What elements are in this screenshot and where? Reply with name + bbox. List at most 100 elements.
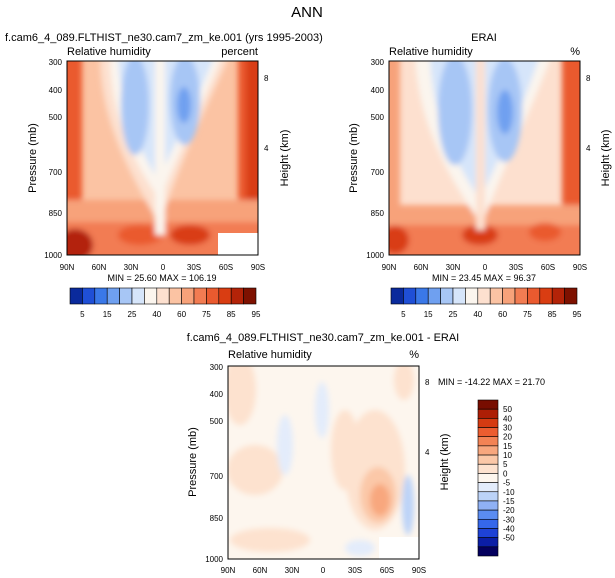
panel-diff-ylabel-right: Height (km) [439,434,451,491]
colorbar-label: 60 [498,310,507,319]
panel-obs-ylabel-right: Height (km) [600,130,612,187]
x-tick-label: 60S [380,566,394,575]
colorbar-swatch [477,399,499,410]
colorbar-label: -40 [503,524,515,533]
y-tick-label: 850 [49,209,63,218]
colorbar-swatch [477,537,499,548]
x-tick-label: 30S [348,566,362,575]
panel-model-variable: Relative humidity [67,46,151,58]
colorbar-label: 95 [252,310,261,319]
panel-obs-stats: MIN = 23.45 MAX = 96.37 [432,273,536,283]
panel-diff-title: f.cam6_4_089.FLTHIST_ne30.cam7_zm_ke.001… [187,332,460,344]
colorbar-swatch [218,287,232,305]
panel-obs-colorbar: 5 15 25 40 60 75 85 95 [390,287,582,319]
colorbar-swatch [440,287,454,305]
x-tick-label: 90N [382,263,397,272]
y-tick-label: 850 [371,209,385,218]
x-tick-label: 60S [541,263,555,272]
panel-model-stats: MIN = 25.60 MAX = 106.19 [107,273,216,283]
colorbar-swatch [514,287,528,305]
colorbar-swatch [193,287,207,305]
y-tick-label-right: 4 [586,144,591,153]
colorbar-swatch [477,445,499,456]
panel-model-field [67,61,258,255]
y-tick-label: 1000 [205,555,223,564]
y-tick-label: 300 [210,363,224,372]
panel-model-ylabel: Pressure (mb) [27,123,39,193]
panel-diff-variable: Relative humidity [228,349,312,361]
colorbar-label: -10 [503,488,515,497]
colorbar-swatch [539,287,553,305]
colorbar-swatch [489,287,503,305]
panel-diff-stats: MIN = -14.22 MAX = 21.70 [438,377,545,387]
colorbar-swatch [477,482,499,493]
colorbar-swatch [119,287,133,305]
colorbar-label: 15 [103,310,112,319]
colorbar-swatch [477,427,499,438]
panel-obs-field [389,61,580,255]
panel-obs-units: % [570,46,580,58]
colorbar-swatch [477,509,499,520]
figure-title: ANN [291,4,323,21]
colorbar-label: 40 [503,414,512,423]
colorbar-swatch [82,287,96,305]
colorbar-label: 50 [503,405,512,414]
x-tick-label: 90S [412,566,426,575]
colorbar-label: 0 [503,469,508,478]
y-tick-label-right: 8 [586,74,591,83]
colorbar-swatch [477,454,499,465]
x-tick-label: 90S [573,263,587,272]
x-tick-label: 90N [60,263,75,272]
colorbar-label: 95 [573,310,582,319]
panel-model-y-ticks: 300 400 500 700 850 1000 8 4 [44,58,269,260]
x-tick-label: 90N [221,566,236,575]
colorbar-label: 40 [473,310,482,319]
y-tick-label: 300 [49,58,63,67]
x-tick-label: 30N [124,263,139,272]
y-tick-label-right: 4 [425,448,430,457]
x-tick-label: 60S [219,263,233,272]
colorbar-swatch [106,287,120,305]
panel-model-title: f.cam6_4_089.FLTHIST_ne30.cam7_zm_ke.001… [5,32,323,44]
colorbar-swatch [69,287,83,305]
colorbar-label: 5 [503,460,508,469]
colorbar-swatch [477,463,499,474]
colorbar-swatch [243,287,257,305]
colorbar-swatch [477,528,499,538]
y-tick-label: 700 [49,168,63,177]
x-tick-label: 90S [251,263,265,272]
colorbar-swatch [477,287,491,305]
colorbar-swatch [415,287,429,305]
x-tick-label: 60N [92,263,107,272]
panel-model: f.cam6_4_089.FLTHIST_ne30.cam7_zm_ke.001… [5,32,323,319]
colorbar-swatch [156,287,170,305]
y-tick-label: 300 [371,58,385,67]
colorbar-swatch [477,473,499,483]
y-tick-label: 500 [49,113,63,122]
panel-obs-ylabel: Pressure (mb) [348,123,360,193]
colorbar-label: -30 [503,515,515,524]
x-tick-label: 0 [321,566,326,575]
panel-obs: ERAI Relative humidity % 90 [348,32,612,319]
colorbar-swatch [477,518,499,529]
colorbar-swatch [465,287,479,305]
panel-diff-x-ticks: 90N 60N 30N 0 30S 60S 90S [221,566,426,575]
colorbar-label: 15 [503,442,512,451]
colorbar-swatch [477,408,499,419]
y-tick-label-right: 8 [264,74,269,83]
colorbar-swatch [144,287,158,305]
y-tick-label: 400 [49,86,63,95]
colorbar-label: 10 [503,451,512,460]
colorbar-swatch [477,491,499,502]
x-tick-label: 0 [161,263,166,272]
colorbar-label: -15 [503,497,515,506]
x-tick-label: 0 [483,263,488,272]
colorbar-swatch [477,500,499,511]
panel-obs-variable: Relative humidity [389,46,473,58]
x-tick-label: 60N [253,566,268,575]
colorbar-label: 25 [128,310,137,319]
colorbar-label: -50 [503,534,515,543]
colorbar-label: 75 [202,310,211,319]
